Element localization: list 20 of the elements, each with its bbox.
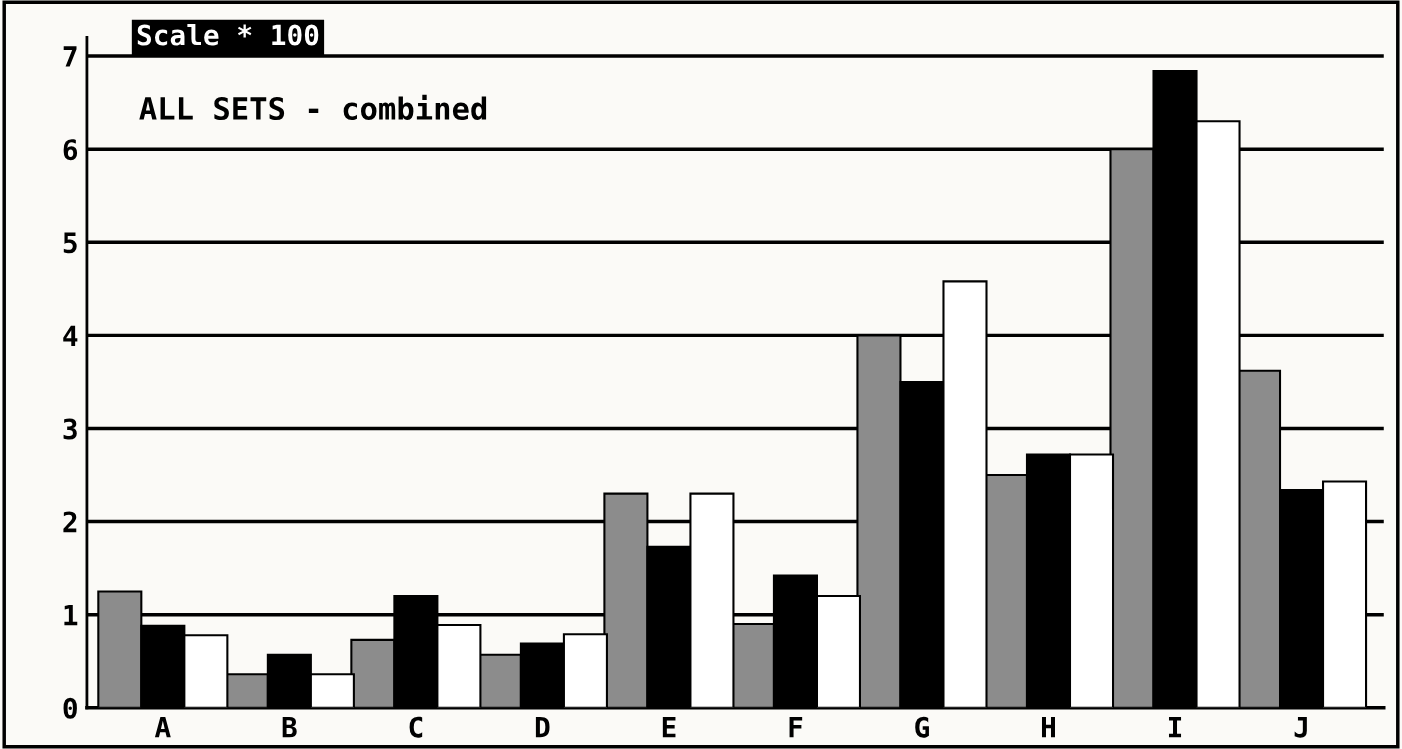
y-tick-label: 0: [63, 697, 77, 719]
y-tick-label: 2: [63, 511, 77, 533]
x-tick-label: F: [789, 716, 803, 738]
annotation: Scale * 100: [137, 24, 319, 46]
x-tick-label: D: [535, 716, 550, 738]
x-tick-label: H: [1041, 716, 1055, 738]
y-tick-label: 6: [63, 139, 78, 161]
text: ALL SETS - combined: [139, 94, 487, 121]
y-tick-label: 3: [63, 418, 77, 440]
y-tick-label: 5: [63, 232, 77, 254]
x-tick-label: B: [282, 716, 297, 738]
x-tick-label: I: [1168, 716, 1182, 738]
x-tick-label: E: [662, 716, 676, 738]
y-tick-label: 1: [64, 605, 78, 626]
x-tick-label: G: [915, 716, 929, 738]
x-tick-label: J: [1294, 716, 1307, 738]
x-tick-label: C: [409, 716, 423, 738]
x-tick-label: A: [154, 716, 171, 738]
y-tick-label: 4: [63, 325, 78, 346]
y-tick-label: 7: [63, 46, 77, 67]
